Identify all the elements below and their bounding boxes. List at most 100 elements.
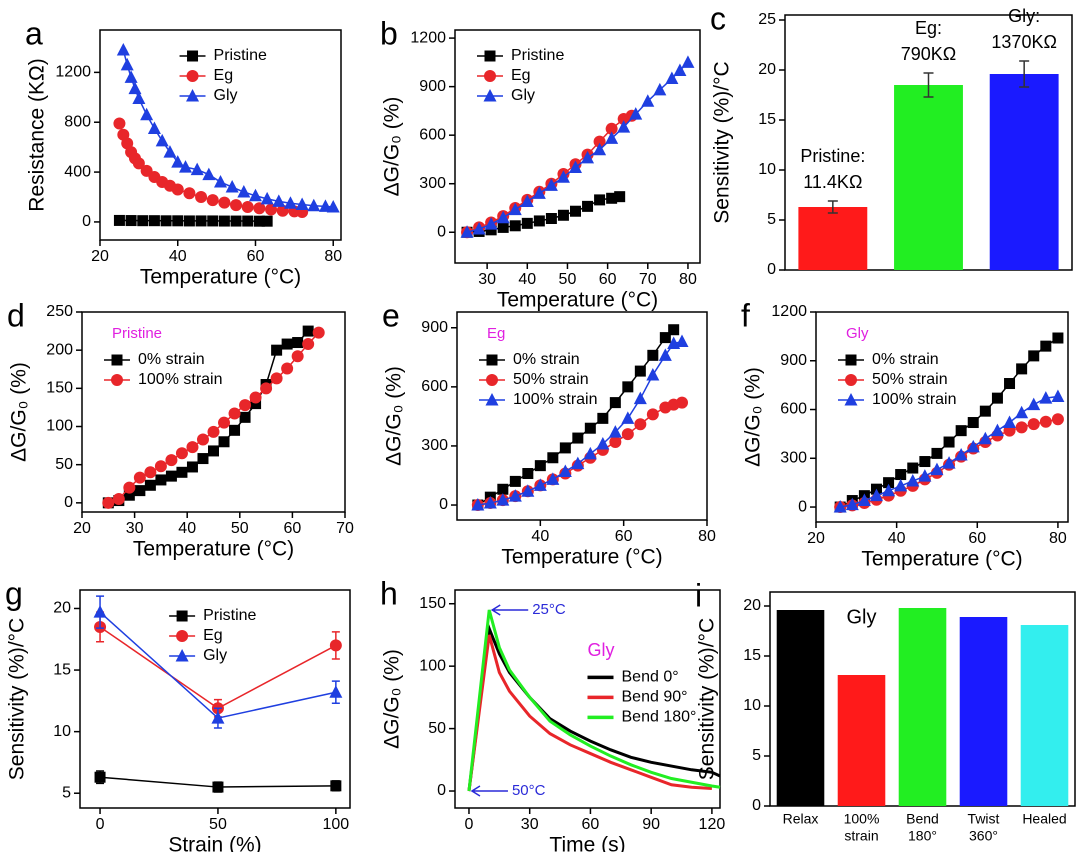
marker [882,483,896,497]
y-tick-label: 150 [46,380,73,397]
x-axis-title: Temperature (°C) [140,266,301,289]
marker [568,160,582,174]
x-tick-label: 40 [518,271,536,288]
x-axis-title: Temperature (°C) [497,289,658,312]
legend-marker [845,354,857,366]
plot-frame [815,311,1069,523]
x-tick-label: 60 [615,528,633,545]
plot-frame [99,29,342,241]
y-tick-label: 0 [82,213,91,230]
legend-marker [111,354,123,366]
marker [307,198,321,212]
marker [147,121,161,134]
y-axis-title: Sensitivity (%)/°C [711,61,734,223]
y-axis-title: ΔG/G₀ (%) [742,367,765,467]
marker [621,411,635,424]
marker [596,436,610,450]
marker [144,479,156,491]
panel-label: f [741,297,750,333]
y-tick-label: 900 [419,78,446,95]
marker [497,483,509,495]
marker [261,215,273,227]
marker [895,469,907,481]
marker [919,456,931,468]
marker [94,771,106,783]
marker [942,456,956,469]
panel-label: b [380,15,398,51]
marker [302,325,314,337]
marker [102,496,115,509]
bar [894,85,963,270]
marker [483,496,497,509]
y-tick-label: 20 [743,597,761,614]
panel-label: d [7,297,25,333]
marker [918,469,932,482]
x-axis-title: Temperature (°C) [861,548,1022,571]
y-tick-label: 50 [55,456,73,473]
x-tick-label: 60 [247,248,265,265]
marker [967,417,979,429]
marker [676,396,688,409]
bar [1020,625,1069,806]
x-axis-title: Temperature (°C) [133,538,294,561]
x-tick-label: 80 [1049,530,1067,547]
series-line [477,340,683,506]
marker [547,452,559,464]
y-tick-label: 0 [64,494,73,511]
plot-frame [454,29,701,264]
marker [133,471,146,484]
x-tick-label: 80 [324,248,342,265]
marker [292,337,304,349]
marker [496,493,510,506]
marker [260,191,274,205]
marker [954,448,968,461]
marker [116,42,130,56]
y-axis-title: ΔG/G₀ (%) [383,366,406,466]
marker [484,217,498,230]
legend-marker [186,70,199,82]
bar [776,610,825,806]
legend-marker [175,649,189,662]
marker [534,460,546,472]
legend-label: Bend 180° [622,709,697,726]
marker [647,349,659,361]
bar-label: 1370KΩ [991,32,1057,52]
y-tick-label: 10 [758,161,776,178]
marker [593,142,607,156]
marker [883,477,895,489]
marker [230,215,242,227]
legend-marker [844,393,858,406]
marker [533,478,547,491]
marker [571,456,585,470]
legend-marker [485,393,499,406]
marker [1051,413,1064,426]
marker [508,489,522,502]
marker [270,372,283,385]
bar-label: Eg: [915,18,942,38]
legend-label: Bend 0° [622,669,679,686]
y-tick-label: 100 [46,418,73,435]
marker [212,781,224,793]
marker [1004,378,1016,390]
y-axis-title: Sensitivity (%)/°C [696,618,719,780]
y-tick-label: 0 [437,782,446,799]
marker [132,91,146,105]
legend-marker [186,89,200,102]
marker [572,432,584,444]
marker [460,225,474,238]
bar [798,207,868,270]
marker [931,447,943,459]
marker [509,475,521,487]
marker [894,478,908,492]
marker [593,135,606,148]
x-tick-label: 100 [322,816,349,833]
marker [605,131,619,144]
marker [134,485,146,497]
legend-marker [486,354,498,366]
marker [272,194,286,207]
marker [614,191,626,203]
marker [239,411,251,423]
marker [1028,350,1040,362]
marker [583,446,597,460]
